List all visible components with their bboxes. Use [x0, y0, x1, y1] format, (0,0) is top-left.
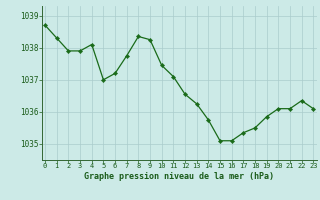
- X-axis label: Graphe pression niveau de la mer (hPa): Graphe pression niveau de la mer (hPa): [84, 172, 274, 181]
